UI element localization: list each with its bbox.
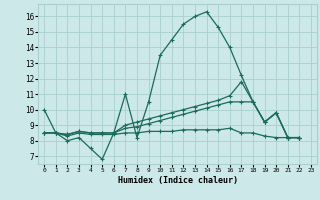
X-axis label: Humidex (Indice chaleur): Humidex (Indice chaleur)	[118, 176, 238, 185]
